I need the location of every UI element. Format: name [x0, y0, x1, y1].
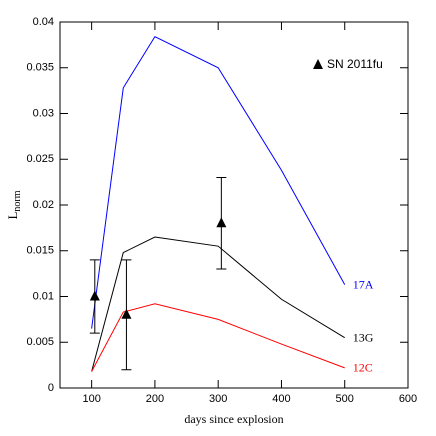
x-tick-label: 300 — [209, 393, 227, 405]
y-axis-label-sub: norm — [12, 190, 23, 211]
x-tick-label: 200 — [146, 393, 164, 405]
y-axis-label-main: L — [5, 212, 20, 220]
y-tick-label: 0 — [48, 382, 54, 394]
y-tick-label: 0.005 — [26, 336, 54, 348]
y-tick-label: 0.015 — [26, 245, 54, 257]
y-tick-label: 0.025 — [26, 153, 54, 165]
data-point — [121, 308, 132, 319]
x-tick-label: 100 — [82, 393, 100, 405]
legend-marker — [313, 59, 323, 69]
x-tick-label: 600 — [399, 393, 417, 405]
series-line — [91, 303, 345, 372]
series-label: 12C — [353, 361, 373, 375]
series-label: 13G — [353, 330, 374, 344]
series-line — [91, 35, 346, 329]
y-tick-label: 0.01 — [33, 290, 54, 302]
y-axis-label: Lnorm — [5, 190, 23, 219]
data-point — [89, 290, 100, 301]
series-line — [91, 236, 345, 372]
data-point — [216, 217, 227, 228]
y-tick-label: 0.04 — [33, 16, 54, 28]
x-axis-label: days since explosion — [184, 412, 283, 426]
x-tick-label: 500 — [336, 393, 354, 405]
y-tick-label: 0.02 — [33, 199, 54, 211]
series-label: 17A — [353, 277, 374, 291]
y-tick-label: 0.035 — [26, 62, 54, 74]
x-tick-label: 400 — [272, 393, 290, 405]
legend-label: SN 2011fu — [327, 57, 383, 71]
y-tick-label: 0.03 — [33, 107, 54, 119]
